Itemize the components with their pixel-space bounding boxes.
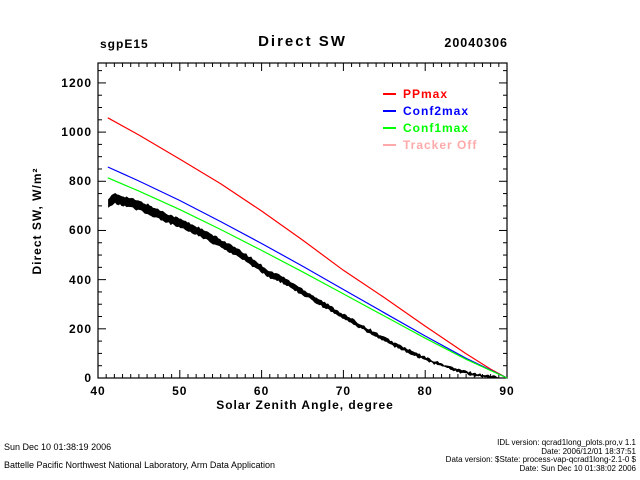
legend-label: PPmax (403, 86, 449, 101)
plot-title: Direct SW (258, 33, 347, 50)
y-tick-label: 600 (68, 223, 92, 238)
series-line-conf1max (107, 177, 508, 379)
y-tick-label: 200 (68, 321, 92, 336)
y-tick-label: 1000 (61, 125, 92, 140)
series-line-conf2max (107, 166, 508, 379)
conf2max-line-swatch (383, 109, 396, 112)
series-line-ppmax (107, 117, 508, 379)
x-axis-label: Solar Zenith Angle, degree (216, 398, 394, 412)
ppmax-line-swatch (383, 92, 396, 95)
observed-data-band (108, 193, 499, 379)
legend-item-ppmax: PPmax (383, 85, 477, 102)
x-tick-label: 80 (417, 384, 433, 398)
footer-version-block: IDL version: qcrad1long_plots.pro,v 1.1 … (445, 438, 636, 473)
legend-label: Conf1max (403, 120, 470, 135)
process-date-line: Date: Sun Dec 10 01:38:02 2006 (519, 463, 636, 473)
x-tick-label: 50 (172, 384, 188, 398)
legend-label: Conf2max (403, 103, 470, 118)
y-tick-label: 0 (84, 371, 92, 385)
conf1max-line-swatch (383, 126, 396, 129)
x-tick-label: 60 (253, 384, 270, 398)
site-label: sgpE15 (100, 37, 149, 51)
y-tick-label: 800 (68, 174, 92, 189)
legend-item-conf2max: Conf2max (383, 102, 477, 119)
x-tick-label: 70 (335, 384, 352, 398)
legend-item-tracker-off: Tracker Off (383, 136, 477, 153)
y-tick-label: 400 (68, 272, 92, 287)
idl-version-line: IDL version: qcrad1long_plots.pro,v 1.1 (497, 438, 636, 447)
footer-organization: Battelle Pacific Northwest National Labo… (4, 460, 275, 470)
tracker-off-line-swatch (383, 143, 396, 146)
data-version-line: Data version: $State: process-vap-qcrad1… (445, 455, 636, 464)
footer-timestamp: Sun Dec 10 01:38:19 2006 (4, 442, 112, 452)
y-tick-label: 1200 (61, 75, 92, 90)
legend-label: Tracker Off (403, 137, 478, 152)
x-tick-label: 40 (90, 384, 106, 398)
idl-date-line: Date: 2006/12/01 18:37:51 (541, 446, 636, 456)
y-axis-label: Direct SW, W/m² (30, 167, 44, 275)
legend-item-conf1max: Conf1max (383, 119, 477, 136)
legend: PPmax Conf2max Conf1max Tracker Off (383, 85, 477, 153)
x-tick-label: 90 (499, 384, 515, 398)
plot-date: 20040306 (444, 36, 508, 50)
